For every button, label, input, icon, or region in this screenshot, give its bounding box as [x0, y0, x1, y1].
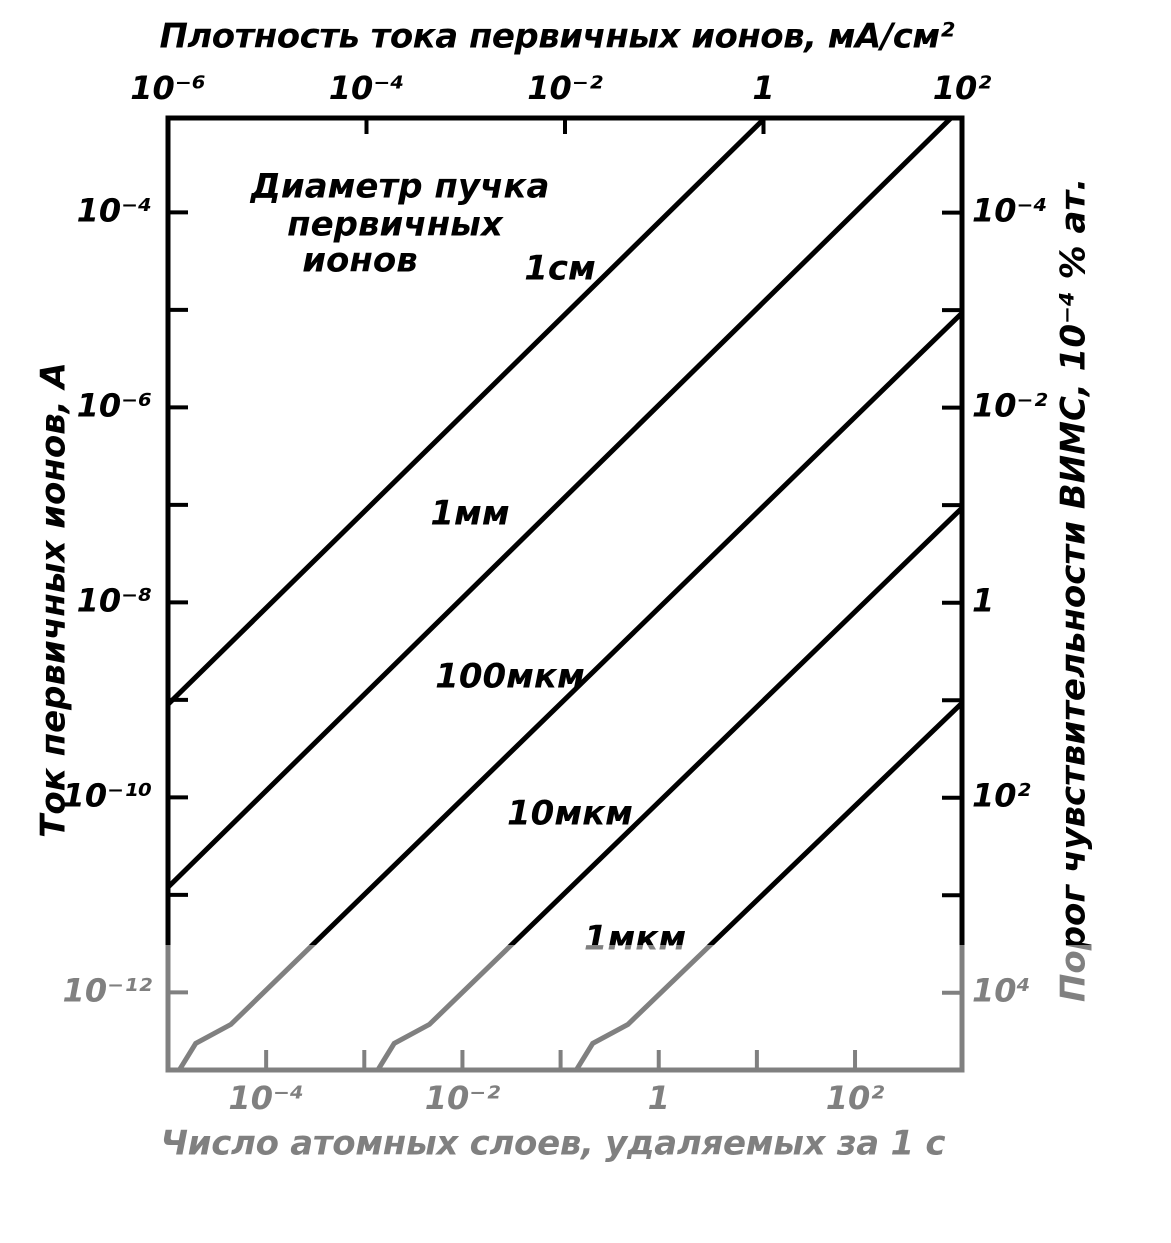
- series-label: 100мкм: [435, 657, 585, 697]
- y2-tick-label: 10²: [972, 777, 1031, 815]
- x-tick-label: 10⁻²: [527, 69, 602, 107]
- x-tick-label: 10⁻⁶: [130, 69, 205, 107]
- y2-tick-label: 10⁻²: [972, 387, 1047, 425]
- y-axis-title: Ток первичных ионов, А: [34, 362, 74, 838]
- y2-tick-label: 10⁻⁴: [972, 192, 1047, 230]
- y2-axis-title: Порог чувствительности ВИМС, 10⁻⁴ % ат.: [1054, 178, 1094, 1002]
- y-tick-label: 10⁻⁶: [77, 386, 152, 424]
- series-label: 10мкм: [507, 794, 633, 834]
- y-tick-label: 10⁻⁸: [77, 581, 152, 619]
- x-tick-label: 10²: [933, 69, 992, 107]
- series-line: [168, 118, 955, 889]
- annotation: Диаметр пучка: [250, 167, 550, 207]
- faded-overlay: [0, 945, 1171, 1180]
- x-tick-label: 1: [752, 69, 774, 107]
- y-tick-label: 10⁻⁴: [77, 191, 152, 229]
- series-line: [168, 118, 766, 707]
- top-axis-title: Плотность тока первичных ионов, мА/см²: [160, 17, 955, 57]
- x-tick-label: 10⁻⁴: [329, 69, 404, 107]
- y2-tick-label: 1: [972, 582, 994, 620]
- annotation: первичных: [287, 205, 504, 245]
- y-tick-label: 10⁻¹⁰: [63, 776, 152, 814]
- annotation: ионов: [302, 241, 418, 281]
- series-label: 1см: [524, 249, 596, 289]
- series-label: 1мм: [430, 494, 509, 534]
